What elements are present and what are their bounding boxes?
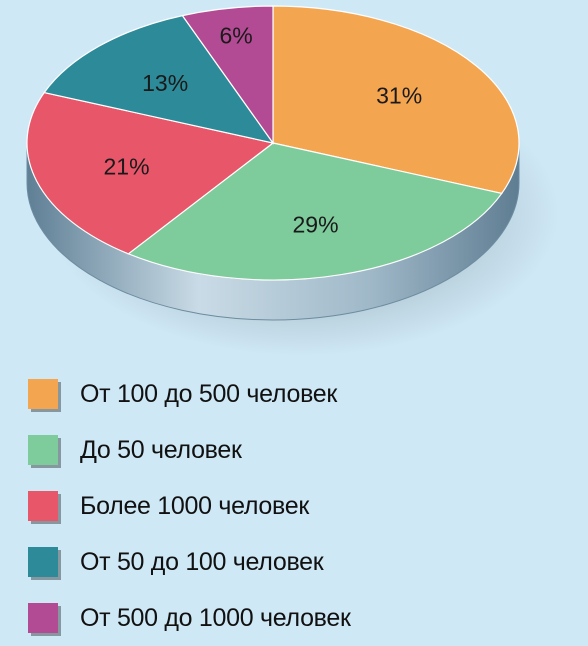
slice-value-label: 6% [219,22,252,48]
slice-value-label: 29% [293,212,339,238]
legend-label: От 500 до 1000 человек [80,603,351,632]
pie-slices [26,5,520,281]
pie-slice [272,5,520,195]
legend-item: Более 1000 человек [28,478,351,534]
legend-swatch [28,491,58,521]
legend-label: От 50 до 100 человек [80,547,324,576]
slice-value-label: 31% [376,82,422,108]
legend-item: От 100 до 500 человек [28,366,351,422]
legend-label: Более 1000 человек [80,491,309,520]
legend-item: До 50 человек [28,422,351,478]
pie-slice [26,91,275,255]
legend-swatch [28,435,58,465]
legend-item: От 500 до 1000 человек [28,590,351,646]
pie-chart-svg: 31% 29% 21% 13% 6% [26,5,559,356]
legend-item: От 50 до 100 человек [28,534,351,590]
slice-value-label: 21% [104,154,150,180]
legend-swatch [28,547,58,577]
legend-swatch [28,379,58,409]
slice-value-label: 13% [142,70,188,96]
legend-label: До 50 человек [80,435,242,464]
pie-slice [43,14,275,144]
pie-slice-labels: 31% 29% 21% 13% 6% [104,22,423,237]
pie-slice [181,5,274,145]
legend-label: От 100 до 500 человек [80,379,338,408]
legend-swatch [28,603,58,633]
pie-slice [127,142,503,281]
legend: От 100 до 500 человек До 50 человек Боле… [28,366,351,646]
